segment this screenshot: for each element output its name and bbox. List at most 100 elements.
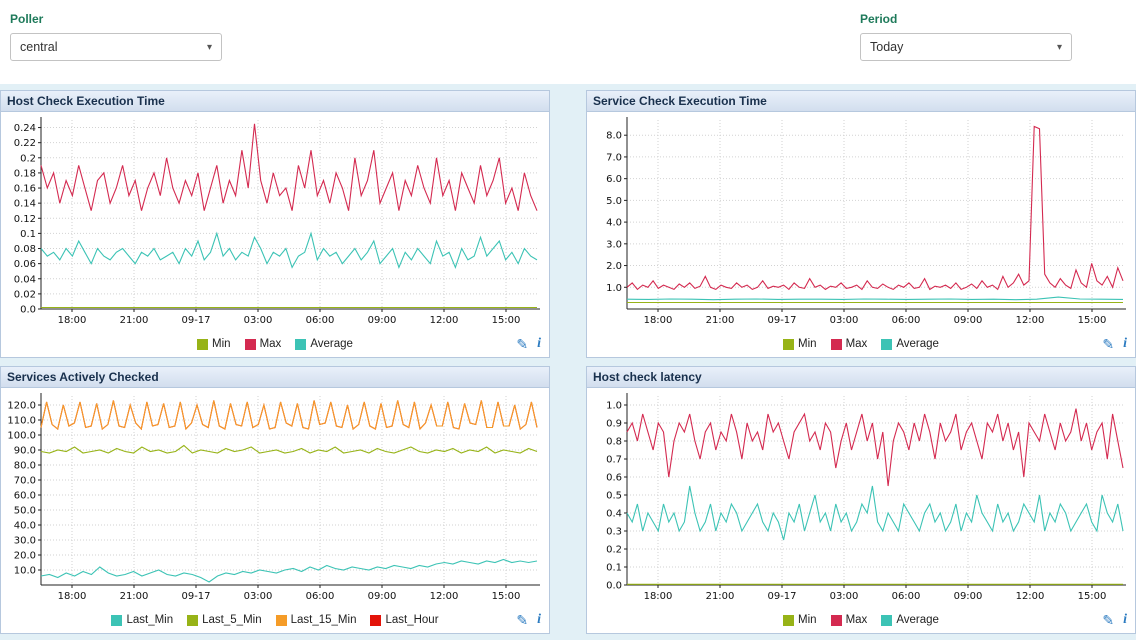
info-icon[interactable]: i	[537, 337, 541, 351]
legend-swatch	[295, 339, 306, 350]
svg-text:0.1: 0.1	[20, 229, 36, 240]
panel-title: Services Actively Checked	[1, 367, 549, 388]
svg-text:3.0: 3.0	[606, 239, 622, 250]
chart-canvas: 18:0021:0009-1703:0006:0009:0012:0015:00…	[1, 112, 549, 331]
svg-text:4.0: 4.0	[606, 218, 622, 229]
panel-host-check-latency: Host check latency 18:0021:0009-1703:000…	[586, 366, 1136, 634]
legend-label: Max	[260, 338, 282, 350]
svg-text:09:00: 09:00	[954, 591, 983, 602]
svg-text:03:00: 03:00	[244, 591, 273, 602]
legend-swatch	[881, 339, 892, 350]
svg-text:21:00: 21:00	[706, 591, 735, 602]
panel-footer: Last_MinLast_5_MinLast_15_MinLast_Hour ✎…	[1, 607, 549, 633]
panel-actions: ✎ i	[516, 607, 541, 633]
chart-host-check-execution-time: 18:0021:0009-1703:0006:0009:0012:0015:00…	[1, 112, 549, 331]
svg-text:0.5: 0.5	[606, 491, 622, 502]
svg-text:60.0: 60.0	[14, 491, 36, 502]
legend-item-average: Average	[881, 614, 939, 626]
period-select-value: Today	[870, 40, 903, 54]
legend-item-average: Average	[881, 338, 939, 350]
panel-footer: MinMaxAverage ✎ i	[587, 607, 1135, 633]
series-average	[41, 233, 537, 267]
legend-label: Last_5_Min	[202, 614, 261, 626]
chart-legend: Min Max Average	[197, 338, 353, 350]
edit-graph-icon[interactable]: ✎	[516, 613, 528, 627]
dashboard-grid: Host Check Execution Time 18:0021:0009-1…	[0, 84, 1136, 640]
series-last_min	[41, 560, 537, 583]
edit-graph-icon[interactable]: ✎	[516, 337, 528, 351]
legend-swatch	[197, 339, 208, 350]
svg-text:18:00: 18:00	[644, 591, 673, 602]
legend-item-min: Min	[197, 338, 231, 350]
panel-title: Host Check Execution Time	[1, 91, 549, 112]
svg-text:0.04: 0.04	[14, 274, 36, 285]
legend-swatch	[276, 615, 287, 626]
svg-text:03:00: 03:00	[830, 591, 859, 602]
svg-text:0.16: 0.16	[14, 184, 36, 195]
poller-select-value: central	[20, 40, 58, 54]
svg-text:0.2: 0.2	[20, 153, 36, 164]
info-icon[interactable]: i	[537, 613, 541, 627]
svg-text:0.24: 0.24	[14, 123, 36, 134]
svg-text:0.02: 0.02	[14, 289, 36, 300]
svg-text:8.0: 8.0	[606, 131, 622, 142]
svg-text:0.1: 0.1	[606, 563, 622, 574]
legend-label: Last_Hour	[385, 614, 438, 626]
series-average	[627, 486, 1123, 540]
chart-canvas: 18:0021:0009-1703:0006:0009:0012:0015:00…	[1, 388, 549, 607]
chevron-down-icon: ▾	[207, 42, 212, 53]
svg-text:0.6: 0.6	[606, 473, 622, 484]
legend-item-max: Max	[831, 338, 868, 350]
edit-graph-icon[interactable]: ✎	[1102, 613, 1114, 627]
legend-item-last_5_min: Last_5_Min	[187, 614, 261, 626]
panel-actions: ✎ i	[516, 331, 541, 357]
svg-text:15:00: 15:00	[492, 315, 521, 326]
info-icon[interactable]: i	[1123, 613, 1127, 627]
legend-label: Min	[212, 338, 231, 350]
svg-text:10.0: 10.0	[14, 566, 36, 577]
chart-legend: Last_MinLast_5_MinLast_15_MinLast_Hour	[111, 614, 438, 626]
svg-text:06:00: 06:00	[306, 591, 335, 602]
panel-footer: Min Max Average ✎ i	[587, 331, 1135, 357]
poller-label: Poller	[10, 12, 222, 26]
chart-legend: Min Max Average	[783, 338, 939, 350]
svg-text:110.0: 110.0	[7, 416, 36, 427]
legend-swatch	[187, 615, 198, 626]
period-control: Period Today ▾	[860, 12, 1072, 84]
svg-text:0.8: 0.8	[606, 437, 622, 448]
edit-graph-icon[interactable]: ✎	[1102, 337, 1114, 351]
svg-text:0.06: 0.06	[14, 259, 36, 270]
legend-item-max: Max	[831, 614, 868, 626]
legend-label: Average	[310, 338, 353, 350]
series-last_5_min	[41, 446, 537, 454]
svg-text:50.0: 50.0	[14, 506, 36, 517]
svg-text:5.0: 5.0	[606, 196, 622, 207]
svg-text:03:00: 03:00	[830, 315, 859, 326]
svg-text:21:00: 21:00	[706, 315, 735, 326]
svg-text:0.08: 0.08	[14, 244, 36, 255]
period-select[interactable]: Today ▾	[860, 33, 1072, 61]
svg-text:15:00: 15:00	[1078, 315, 1107, 326]
info-icon[interactable]: i	[1123, 337, 1127, 351]
chart-host-check-latency: 18:0021:0009-1703:0006:0009:0012:0015:00…	[587, 388, 1135, 607]
legend-item-min: Min	[783, 338, 817, 350]
svg-text:12:00: 12:00	[1016, 591, 1045, 602]
legend-label: Average	[896, 614, 939, 626]
filter-bar: Poller central ▾ Period Today ▾	[0, 0, 1136, 84]
legend-label: Last_15_Min	[291, 614, 357, 626]
legend-label: Average	[896, 338, 939, 350]
series-max	[627, 127, 1123, 290]
svg-text:09-17: 09-17	[767, 315, 796, 326]
svg-text:18:00: 18:00	[58, 591, 87, 602]
period-label: Period	[860, 12, 1072, 26]
svg-text:12:00: 12:00	[1016, 315, 1045, 326]
legend-swatch	[831, 615, 842, 626]
poller-select[interactable]: central ▾	[10, 33, 222, 61]
svg-text:80.0: 80.0	[14, 461, 36, 472]
svg-text:2.0: 2.0	[606, 261, 622, 272]
svg-text:100.0: 100.0	[7, 431, 36, 442]
svg-text:0.12: 0.12	[14, 214, 36, 225]
svg-text:30.0: 30.0	[14, 536, 36, 547]
svg-text:21:00: 21:00	[120, 315, 149, 326]
poller-control: Poller central ▾	[10, 12, 222, 84]
